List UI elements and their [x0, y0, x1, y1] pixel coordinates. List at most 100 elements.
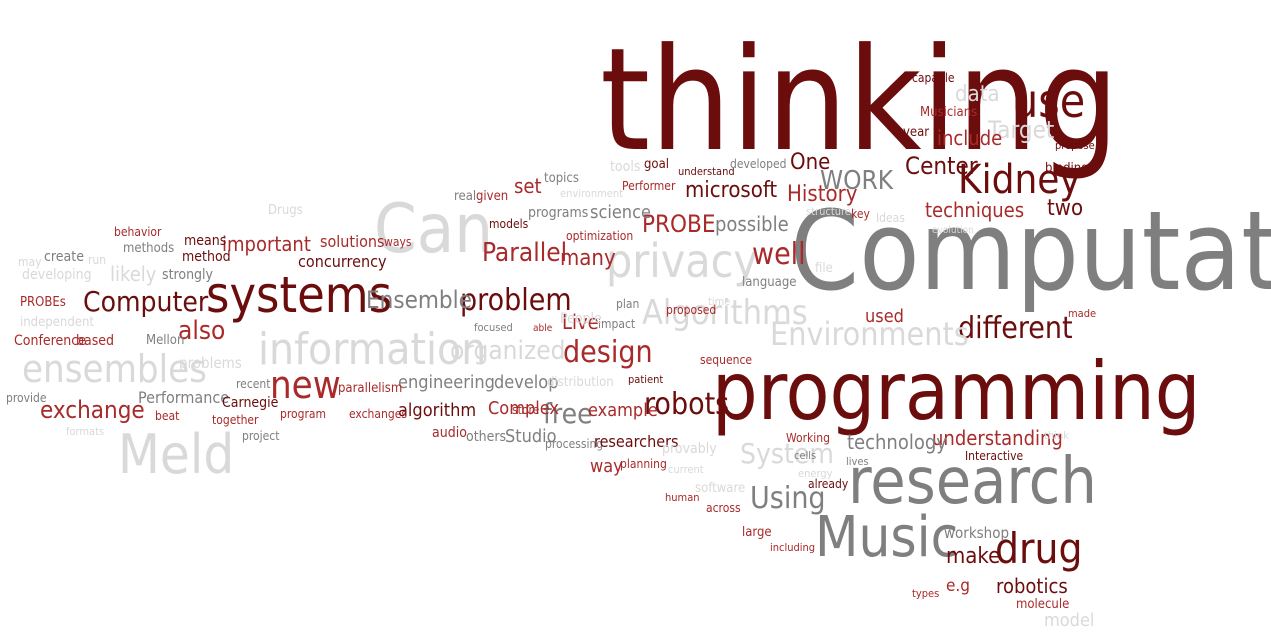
- word-organized: organized: [450, 336, 566, 366]
- word-conference: Conference: [14, 333, 86, 349]
- word-problems: problems: [179, 354, 242, 372]
- word-engineering: engineering: [398, 372, 495, 393]
- word-model: model: [1044, 610, 1095, 631]
- word-concurrency: concurrency: [298, 252, 387, 271]
- word-center: Center: [905, 152, 978, 180]
- word-systems: systems: [206, 266, 393, 324]
- word-provably: provably: [662, 441, 717, 457]
- word-understand: understand: [678, 165, 735, 178]
- word-complex: Complex: [488, 398, 560, 419]
- word-musicians: Musicians: [920, 105, 978, 120]
- word-structures: structures: [806, 205, 857, 218]
- word-well: well: [752, 237, 806, 272]
- word-proposed: proposed: [666, 303, 717, 317]
- word-target: Target: [988, 116, 1055, 144]
- word-plan: plan: [616, 297, 640, 311]
- word-using: Using: [750, 481, 826, 516]
- word-music: Music: [815, 505, 959, 570]
- word-can: Can: [374, 190, 493, 269]
- word-method: method: [182, 249, 231, 265]
- word-may: may: [18, 255, 42, 269]
- word-create: create: [44, 249, 84, 265]
- word-year: year: [903, 125, 930, 140]
- word-research: research: [848, 445, 1097, 519]
- word-exchanges: exchanges: [349, 407, 407, 421]
- word-meld: Meld: [118, 423, 235, 486]
- word-optimization: optimization: [566, 229, 634, 243]
- word-work: WORK: [820, 166, 894, 196]
- word-free: free: [543, 397, 593, 430]
- word-robotics: robotics: [996, 574, 1068, 598]
- word-algorithm: algorithm: [398, 400, 477, 421]
- word-performer: Performer: [622, 179, 676, 193]
- word-already: already: [808, 477, 849, 491]
- word-others: others: [466, 429, 507, 445]
- word-time: time: [708, 295, 731, 308]
- word-lives: lives: [846, 455, 869, 468]
- word-data: data: [955, 82, 1000, 107]
- word-programs: programs: [528, 205, 589, 221]
- word-people: People: [560, 311, 602, 327]
- word-workshop: workshop: [944, 524, 1010, 542]
- word-software: software: [695, 481, 746, 496]
- word-provide: provide: [6, 391, 47, 405]
- word-drugs: Drugs: [268, 203, 303, 218]
- word-energy: energy: [798, 467, 833, 480]
- word-based: based: [76, 333, 115, 349]
- word-two: two: [1047, 196, 1084, 221]
- word-ways: ways: [384, 235, 412, 249]
- word-impact: impact: [598, 317, 636, 331]
- word-live: Live: [562, 310, 599, 334]
- word-recent: recent: [236, 377, 271, 391]
- word-probe: PROBE: [642, 210, 716, 238]
- word-environments: Environments: [770, 315, 969, 353]
- word-real: real: [454, 189, 477, 204]
- word-exchange: exchange: [40, 396, 145, 424]
- word-cells: cells: [794, 449, 817, 462]
- word-probes: PROBEs: [20, 295, 66, 310]
- word-file: file: [815, 261, 833, 276]
- word-human: human: [665, 491, 700, 504]
- word-science: science: [590, 202, 651, 223]
- word-tools: tools: [610, 159, 641, 175]
- word-beat: beat: [155, 409, 180, 423]
- word-molecule: molecule: [1016, 597, 1070, 612]
- word-program: program: [280, 407, 327, 421]
- word-way: way: [590, 456, 623, 477]
- word-interactive: Interactive: [965, 449, 1024, 463]
- word-drug: drug: [995, 524, 1083, 573]
- word-able: able: [533, 323, 553, 334]
- word-microsoft: microsoft: [685, 178, 778, 203]
- word-audio: audio: [432, 425, 467, 441]
- word-parallelism: parallelism: [338, 381, 403, 396]
- word-evolution: evolution: [932, 225, 974, 236]
- word-processing: processing: [545, 437, 604, 451]
- word-computer: Computer: [83, 285, 209, 318]
- word-think: think: [1044, 429, 1069, 442]
- word-capable: capable: [912, 71, 955, 85]
- word-developing: developing: [22, 267, 92, 283]
- word-store: store: [512, 403, 540, 417]
- word-system: System: [740, 437, 834, 470]
- word-mellon: Mellon: [146, 333, 185, 348]
- word-large: large: [742, 525, 772, 540]
- word-thinking: thinking: [600, 18, 1120, 183]
- word-performance: Performance: [138, 388, 230, 407]
- word-formats: formats: [66, 425, 105, 438]
- word-techniques: techniques: [925, 198, 1025, 222]
- word-one: One: [790, 150, 831, 175]
- word-carnegie: Carnegie: [222, 395, 279, 411]
- word-types: types: [912, 587, 940, 600]
- word-different: different: [958, 311, 1073, 346]
- word-technology: technology: [847, 430, 947, 454]
- word-distribution: distribution: [547, 375, 614, 390]
- word-studio: Studio: [505, 426, 557, 447]
- word-together: together: [212, 413, 259, 427]
- word-made: made: [1068, 307, 1097, 320]
- word-include: include: [937, 126, 1003, 150]
- word-focused: focused: [474, 321, 513, 334]
- word-ensembles: ensembles: [22, 347, 207, 391]
- word-goal: goal: [644, 157, 669, 172]
- word-set: set: [514, 174, 542, 198]
